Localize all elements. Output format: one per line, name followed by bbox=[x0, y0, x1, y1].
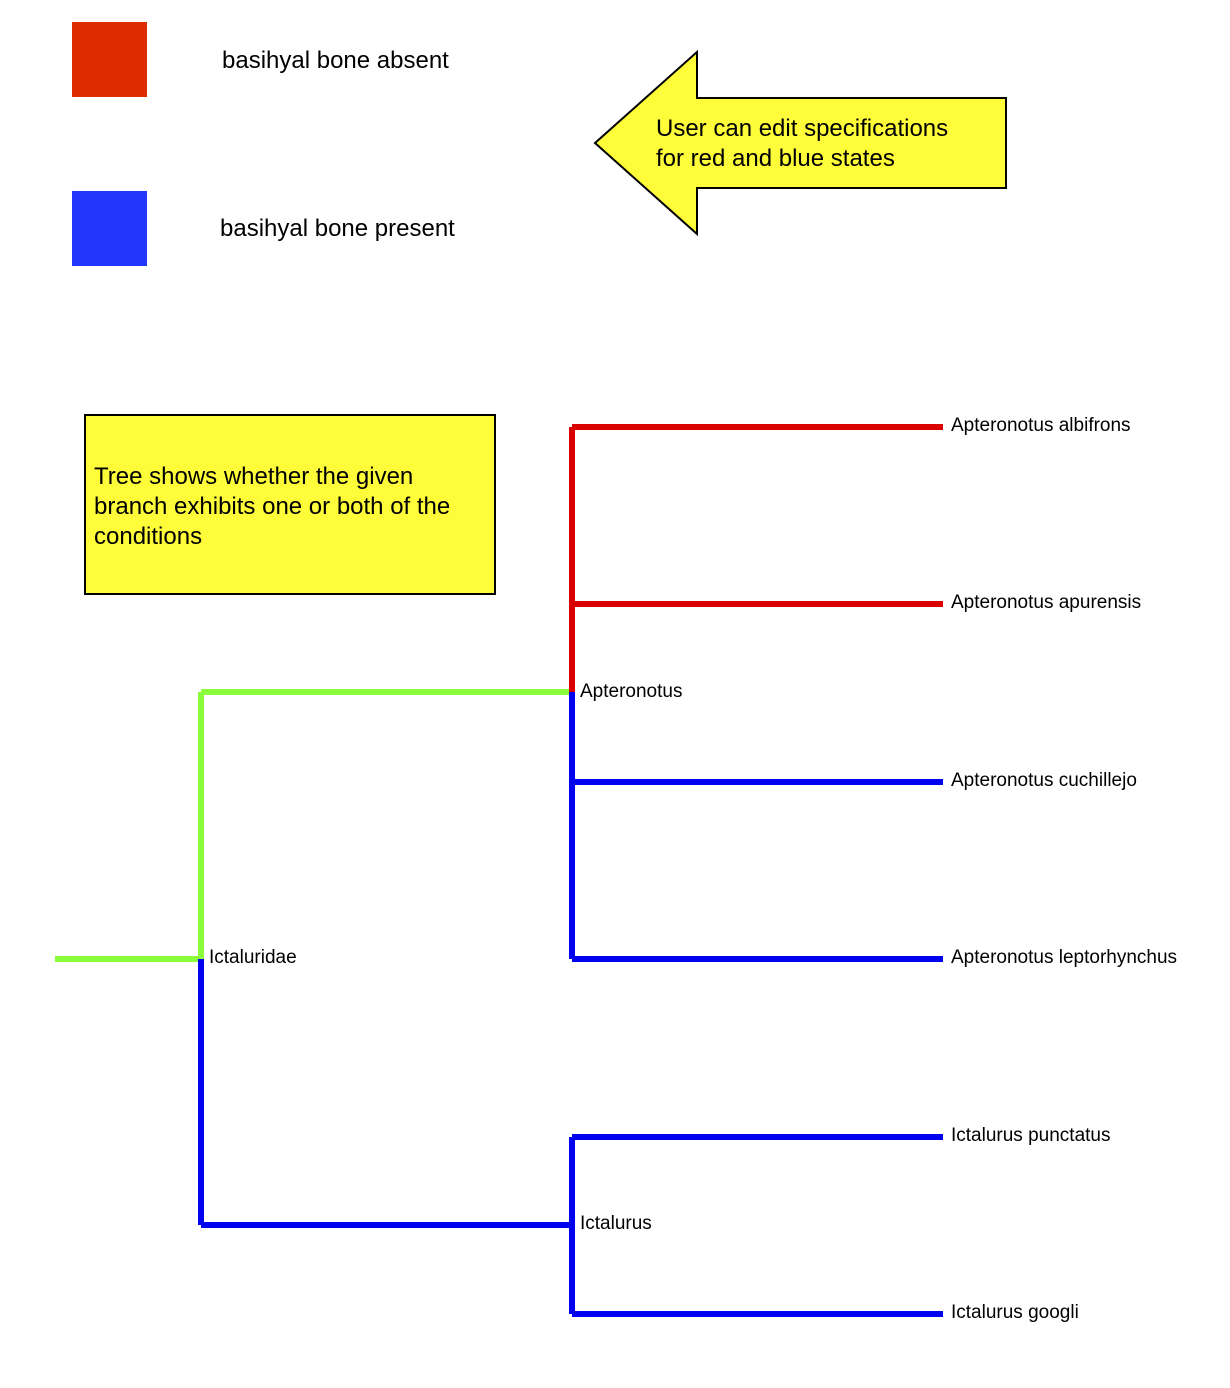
callout-arrow bbox=[593, 49, 1007, 237]
legend-label-absent: basihyal bone absent bbox=[222, 47, 449, 74]
arrow-callout-text: User can edit specifications for red and… bbox=[656, 114, 948, 174]
tip-label-albifrons: Apteronotus albifrons bbox=[951, 415, 1131, 436]
tip-label-leptorhynchus: Apteronotus leptorhynchus bbox=[951, 947, 1178, 968]
note-box: Tree shows whether the given branch exhi… bbox=[84, 414, 496, 595]
legend-swatch-absent bbox=[72, 22, 147, 97]
arrow-callout-line-1: User can edit specifications bbox=[656, 115, 949, 142]
tip-label-apurensis: Apteronotus apurensis bbox=[951, 592, 1142, 613]
note-text: Tree shows whether the given branch exhi… bbox=[94, 463, 451, 550]
node-label-ictalurus: Ictalurus bbox=[580, 1213, 652, 1234]
node-label-ictaluridae: Ictaluridae bbox=[209, 947, 297, 968]
legend-swatch-present bbox=[72, 191, 147, 266]
tip-label-punctatus: Ictalurus punctatus bbox=[951, 1125, 1111, 1146]
tree-branches bbox=[55, 424, 943, 1317]
arrow-callout-line-2: for red and blue states bbox=[656, 145, 895, 172]
tip-label-googli: Ictalurus googli bbox=[951, 1302, 1079, 1323]
node-label-apteronotus: Apteronotus bbox=[580, 681, 683, 702]
tip-label-cuchillejo: Apteronotus cuchillejo bbox=[951, 770, 1137, 791]
legend-label-present: basihyal bone present bbox=[220, 215, 455, 242]
